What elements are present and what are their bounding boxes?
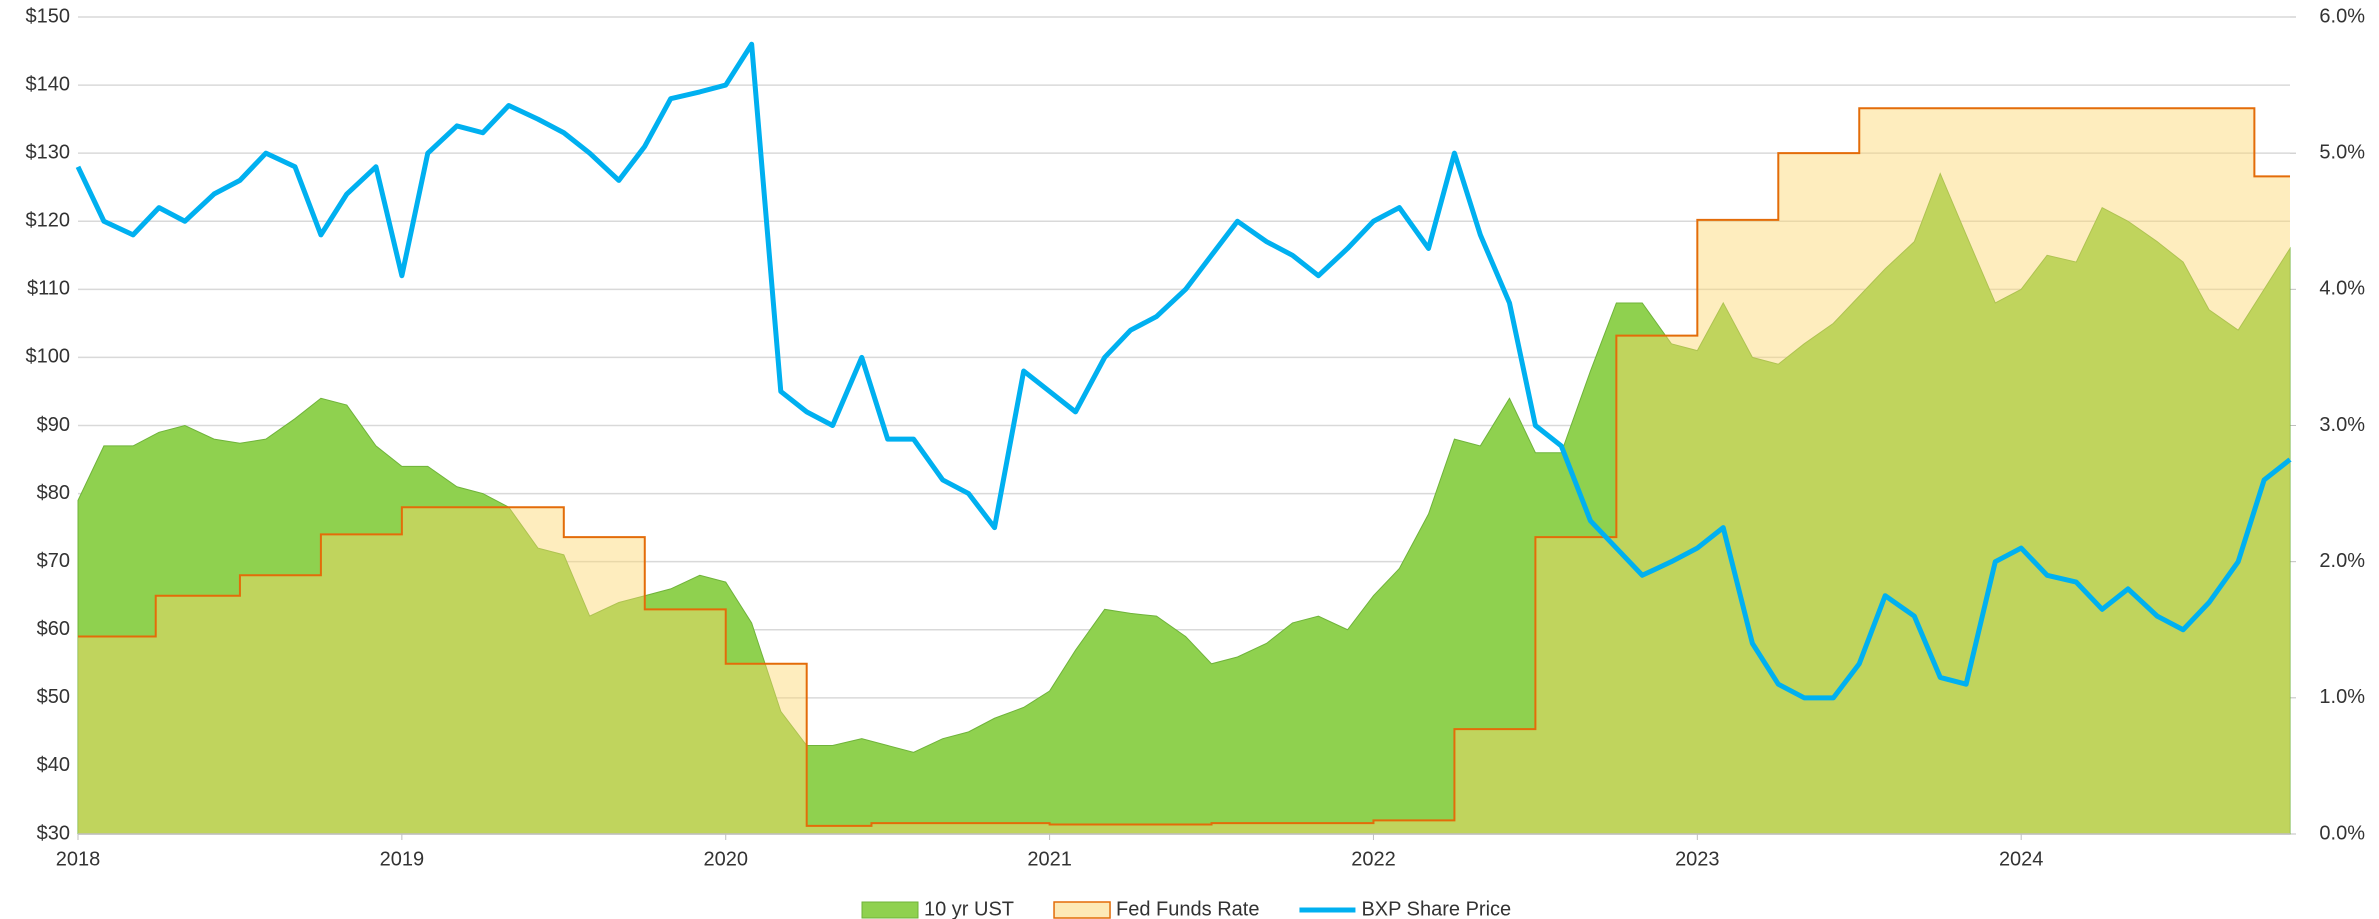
y-tick-label: $110 (27, 278, 70, 300)
x-tick-label: 2020 (703, 848, 748, 870)
fed-line (78, 107, 2290, 827)
legend-swatch (1053, 901, 1111, 919)
y-tick-label: $140 (26, 73, 71, 95)
legend-label: Fed Funds Rate (1116, 898, 1259, 919)
y2-tick-label: 2.0% (2319, 550, 2365, 572)
ust-area (77, 172, 2291, 835)
y-tick-label: $130 (26, 141, 71, 163)
y-tick-label: $30 (37, 822, 70, 844)
x-tick-label: 2018 (56, 848, 101, 870)
y2-tick-label: 6.0% (2319, 5, 2365, 27)
y2-tick-label: 5.0% (2319, 141, 2365, 163)
y-tick-label: $60 (37, 618, 70, 640)
y2-tick-label: 4.0% (2319, 278, 2365, 300)
x-tick-label: 2019 (380, 848, 425, 870)
bxp-line (75, 41, 2292, 701)
y-tick-label: $150 (26, 5, 71, 27)
y-tick-label: $40 (37, 754, 70, 776)
legend-label: 10 yr UST (924, 898, 1014, 919)
y2-tick-label: 0.0% (2319, 822, 2365, 844)
y-tick-label: $90 (37, 414, 70, 436)
x-tick-label: 2023 (1675, 848, 1720, 870)
x-tick-label: 2021 (1027, 848, 1072, 870)
y-tick-label: $70 (37, 550, 70, 572)
x-tick-label: 2024 (1999, 848, 2044, 870)
fed-area (78, 108, 2290, 834)
y-tick-label: $50 (37, 686, 70, 708)
y-tick-label: $100 (26, 346, 71, 368)
y2-tick-label: 1.0% (2319, 686, 2365, 708)
y-tick-label: $80 (37, 482, 70, 504)
y-tick-label: $120 (26, 210, 71, 232)
legend-swatch (861, 901, 919, 919)
legend-label: BXP Share Price (1361, 898, 1511, 919)
x-tick-label: 2022 (1351, 848, 1396, 870)
y2-tick-label: 3.0% (2319, 414, 2365, 436)
